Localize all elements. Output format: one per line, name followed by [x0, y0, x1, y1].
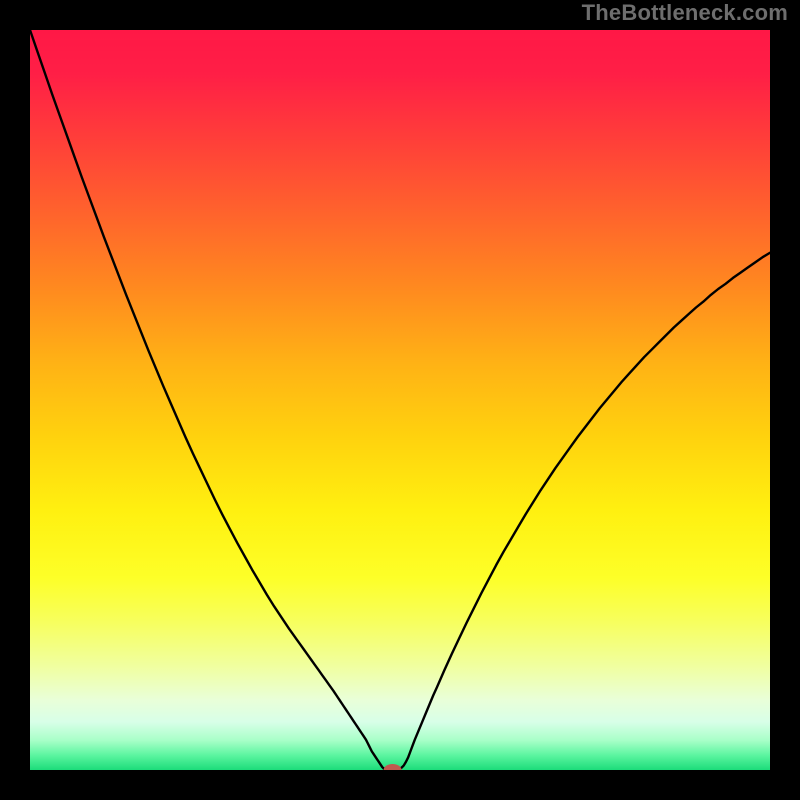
chart-svg — [30, 30, 770, 770]
plot-area — [30, 30, 770, 770]
chart-frame: TheBottleneck.com — [0, 0, 800, 800]
watermark-text: TheBottleneck.com — [582, 0, 788, 26]
gradient-background — [30, 30, 770, 770]
